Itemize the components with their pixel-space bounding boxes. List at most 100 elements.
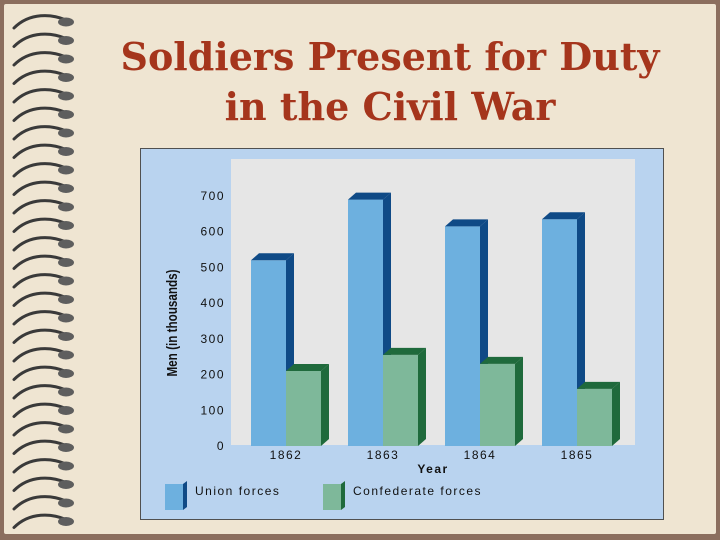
spiral-hole	[58, 517, 74, 526]
x-tick-label: 1865	[561, 448, 594, 462]
spiral-ring	[12, 125, 74, 141]
title-line-1: Soldiers Present for Duty	[120, 34, 660, 79]
bar-top	[251, 253, 294, 261]
bar-side	[612, 381, 620, 446]
bar-front	[542, 219, 577, 446]
spiral-hole	[58, 258, 74, 267]
legend-swatch	[323, 484, 341, 510]
bar-front	[286, 371, 321, 446]
bar-top	[445, 219, 488, 227]
bar-top	[542, 212, 585, 220]
spiral-ring	[12, 14, 74, 30]
spiral-ring	[12, 310, 74, 326]
spiral-ring	[12, 513, 74, 529]
bar-front	[480, 363, 515, 446]
bar-top	[286, 364, 329, 371]
bar-front	[577, 388, 612, 446]
bar-side	[515, 356, 523, 446]
x-tick-label: 1864	[464, 448, 497, 462]
spiral-hole	[58, 480, 74, 489]
spiral-ring	[12, 291, 74, 307]
spiral-hole	[58, 147, 74, 156]
confederate-bar	[383, 347, 426, 446]
union-bar	[542, 212, 585, 446]
spiral-binding	[12, 14, 74, 529]
bar-side	[321, 364, 329, 446]
bars	[251, 192, 620, 446]
bar-front	[445, 226, 480, 446]
spiral-hole	[58, 313, 74, 323]
chart-frame: 0 100 200 300 400 500 600 700 Men (in thousands)…	[140, 148, 664, 520]
bar-side	[418, 347, 426, 446]
y-tick-label: 400	[200, 296, 225, 310]
y-tick-label: 700	[200, 189, 225, 203]
confederate-bar	[286, 364, 329, 446]
legend-label: Confederate forces	[353, 484, 482, 498]
bar-top	[480, 356, 523, 364]
spiral-hole	[58, 17, 74, 27]
spiral-ring	[12, 162, 74, 178]
spiral-hole	[58, 461, 74, 471]
bar-top	[577, 381, 620, 389]
slide-title: Soldiers Present for Duty in the Civil W…	[90, 32, 690, 132]
bar-top	[348, 192, 391, 200]
spiral-hole	[58, 36, 74, 45]
spiral-ring	[12, 458, 74, 474]
union-bar	[251, 253, 294, 446]
spiral-ring	[12, 273, 74, 289]
confederate-bar	[577, 381, 620, 446]
x-tick-label: 1863	[367, 448, 400, 462]
y-tick-label: 100	[200, 403, 225, 417]
spiral-ring	[12, 384, 74, 400]
y-tick-label: 200	[200, 368, 225, 382]
spiral-ring	[12, 347, 74, 363]
y-axis-label: Men (in thousands)	[164, 269, 181, 376]
spiral-ring	[12, 69, 74, 85]
legend: Union forces Confederate forces	[165, 481, 482, 510]
legend-swatch-side	[183, 481, 187, 510]
legend-item: Union forces	[165, 481, 280, 510]
legend-label: Union forces	[195, 484, 280, 498]
spiral-hole	[58, 110, 74, 119]
spiral-hole	[58, 184, 74, 193]
legend-swatch	[165, 484, 183, 510]
spiral-hole	[58, 202, 74, 212]
y-tick-label: 500	[200, 260, 225, 274]
spiral-ring	[12, 199, 74, 215]
spiral-ring	[12, 236, 74, 252]
spiral-hole	[58, 91, 74, 101]
spiral-ring	[12, 495, 74, 511]
spiral-hole	[58, 406, 74, 415]
spiral-ring	[12, 476, 74, 492]
spiral-hole	[58, 498, 74, 508]
y-tick-label: 600	[200, 225, 225, 239]
spiral-hole	[58, 73, 74, 82]
spiral-hole	[58, 443, 74, 452]
spiral-ring	[12, 180, 74, 196]
y-ticks: 0 100 200 300 400 500 600 700	[200, 189, 225, 453]
spiral-ring	[12, 421, 74, 437]
confederate-bar	[480, 356, 523, 446]
spiral-hole	[58, 276, 74, 286]
x-tick-label: 1862	[270, 448, 303, 462]
legend-item: Confederate forces	[323, 481, 482, 510]
spiral-hole	[58, 387, 74, 397]
spiral-ring	[12, 254, 74, 270]
bar-front	[251, 260, 286, 446]
union-bar	[348, 192, 391, 446]
spiral-hole	[58, 332, 74, 341]
spiral-hole	[58, 350, 74, 360]
spiral-ring	[12, 328, 74, 344]
spiral-ring	[12, 439, 74, 455]
y-tick-label: 300	[200, 332, 225, 346]
title-line-2: in the Civil War	[224, 84, 556, 129]
spiral-ring	[12, 402, 74, 418]
legend-swatch-side	[341, 481, 345, 510]
spiral-ring	[12, 88, 74, 104]
bar-chart: 0 100 200 300 400 500 600 700 Men (in thousands)…	[164, 159, 635, 510]
spiral-hole	[58, 165, 74, 175]
bar-front	[383, 354, 418, 446]
spiral-hole	[58, 295, 74, 304]
spiral-ring	[12, 217, 74, 233]
